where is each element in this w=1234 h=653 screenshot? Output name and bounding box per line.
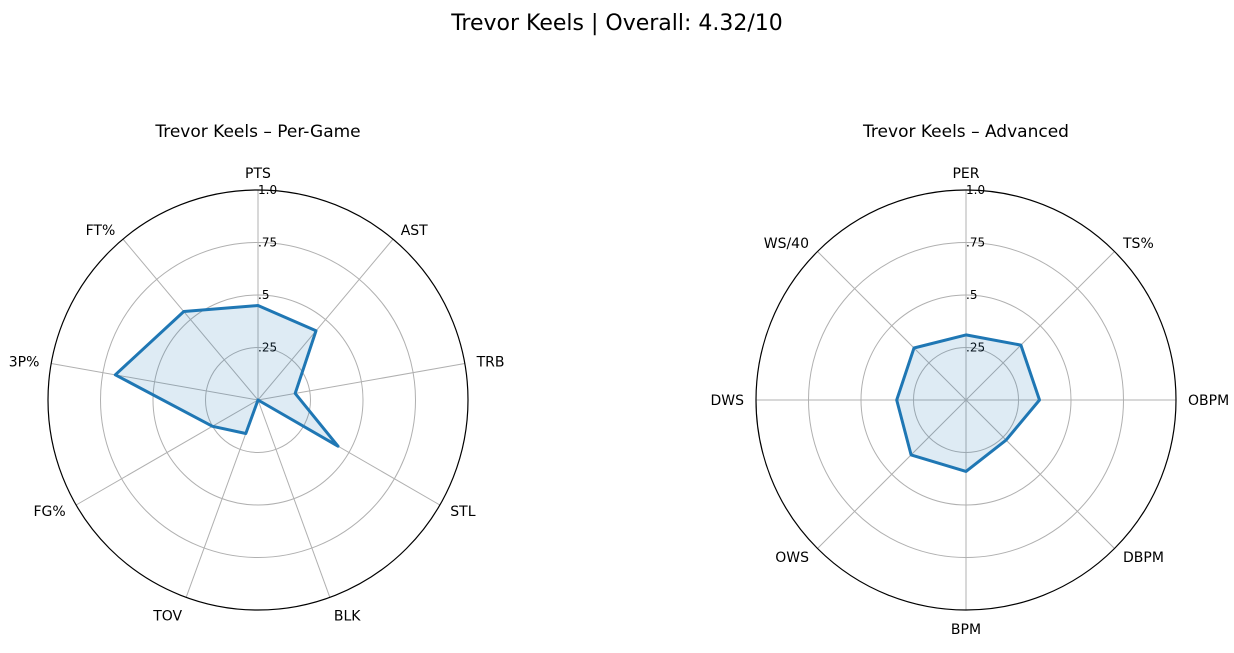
axis-label-ws-per-40: WS/40 — [764, 236, 809, 252]
axis-label-dws: DWS — [710, 393, 744, 409]
figure-title: Trevor Keels | Overall: 4.32/10 — [450, 11, 783, 36]
spoke-ts-pct — [965, 251, 1115, 401]
spoke-ows — [817, 399, 967, 549]
axis-label-pts: PTS — [245, 166, 271, 182]
radial-tick-label: .5 — [258, 288, 269, 302]
series-line — [113, 304, 340, 448]
axis-label-ows: OWS — [775, 550, 809, 566]
axis-label-3p-pct: 3P% — [9, 355, 40, 371]
axis-label-ts-pct: TS% — [1122, 236, 1154, 252]
radial-tick-label: .5 — [966, 288, 977, 302]
axis-label-dbpm: DBPM — [1123, 550, 1164, 566]
radial-tick-label: .25 — [258, 341, 277, 355]
polar-frame — [755, 189, 1177, 611]
radial-tick-label: 1.0 — [966, 183, 985, 197]
axis-label-per: PER — [952, 166, 979, 182]
axis-label-trb: TRB — [476, 355, 505, 371]
axis-label-bpm: BPM — [951, 622, 981, 638]
axis-label-stl: STL — [450, 504, 475, 520]
spoke-3p-pct — [51, 363, 259, 401]
spoke-dbpm — [965, 399, 1115, 549]
axis-label-tov: TOV — [152, 609, 182, 625]
advanced-chart-title: Trevor Keels – Advanced — [862, 122, 1069, 142]
spoke-fg-pct — [75, 399, 259, 506]
axis-label-obpm: OBPM — [1188, 393, 1229, 409]
axis-label-ast: AST — [401, 223, 428, 239]
spoke-trb — [257, 363, 465, 401]
axis-label-ft-pct: FT% — [86, 223, 116, 239]
polar-frame — [47, 189, 469, 611]
spoke-ast — [257, 238, 394, 401]
spoke-ws-per-40 — [817, 251, 967, 401]
spoke-blk — [257, 399, 331, 598]
axis-label-fg-pct: FG% — [33, 504, 65, 520]
per-game-chart-title: Trevor Keels – Per-Game — [154, 122, 360, 142]
series-area — [896, 334, 1040, 472]
axis-label-blk: BLK — [334, 609, 361, 625]
radial-tick-label: .75 — [258, 236, 277, 250]
radial-tick-label: 1.0 — [258, 183, 277, 197]
radial-tick-label: .75 — [966, 236, 985, 250]
series-area — [115, 305, 338, 447]
spoke-ft-pct — [122, 238, 259, 401]
radial-tick-label: .25 — [966, 341, 985, 355]
